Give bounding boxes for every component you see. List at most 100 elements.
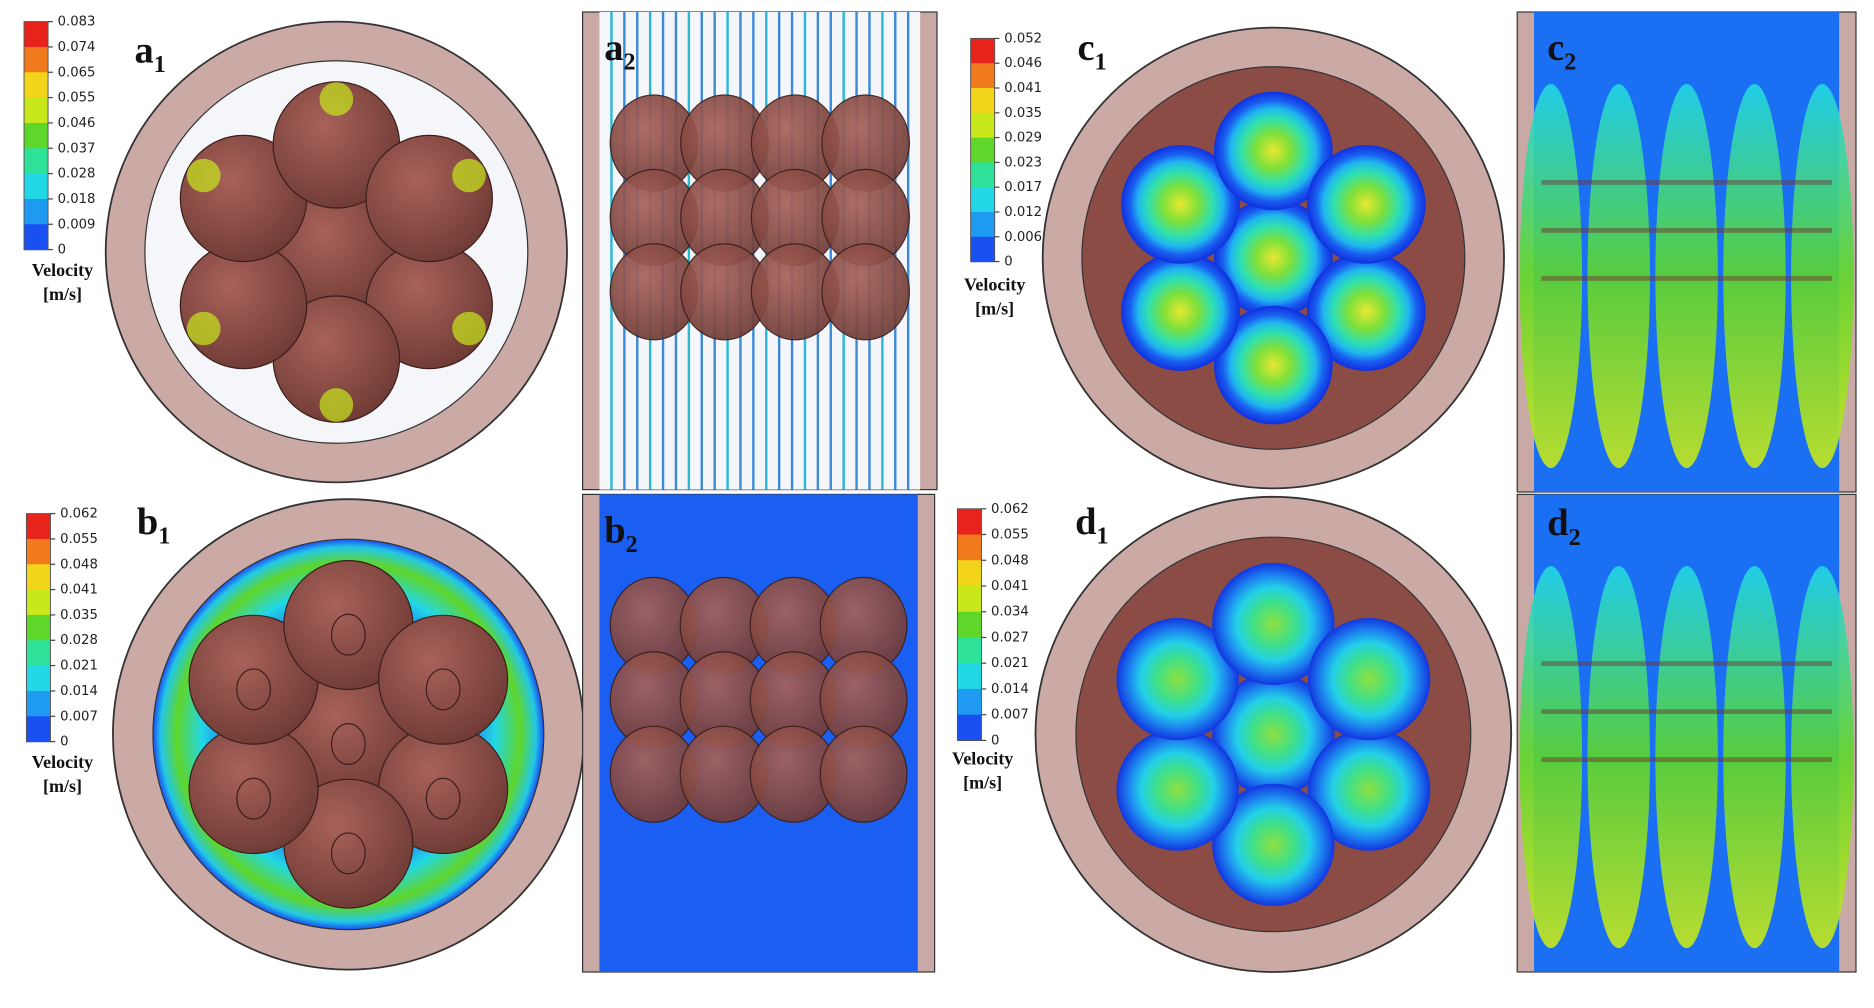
panel-letter: c (1547, 27, 1564, 69)
colorbar-tick-label: 0.035 (1004, 106, 1042, 121)
flow-zone (186, 158, 221, 193)
colorbar-tick-label: 0.034 (991, 605, 1029, 620)
colorbar-title: Velocity (32, 260, 93, 280)
colorbar-band (957, 637, 982, 664)
colorbar-band (26, 665, 51, 692)
colorbar-title: Velocity (32, 752, 93, 772)
colorbar-band (970, 162, 995, 188)
colorbar-band (957, 611, 982, 639)
velocity-cell (1116, 618, 1239, 741)
panel-subscript: 1 (1095, 50, 1107, 76)
velocity-zone (1723, 566, 1786, 949)
panel-letter: d (1075, 501, 1096, 543)
velocity-zone (1587, 566, 1650, 949)
panel-subscript: 1 (1097, 524, 1109, 550)
colorbar-tick-label: 0 (60, 735, 68, 750)
colorbar-tick-label: 0.046 (58, 116, 96, 131)
velocity-cell (1212, 562, 1335, 686)
colorbar-title: Velocity (952, 748, 1013, 768)
panel-subscript: 2 (626, 532, 638, 558)
colorbar-tick-label: 0.055 (60, 532, 98, 547)
particle-contact (330, 832, 366, 875)
particle-contact (236, 777, 272, 820)
colorbar-tick-label: 0.021 (991, 656, 1029, 671)
particle-contact (236, 668, 272, 711)
panel-letter: c (1078, 27, 1095, 69)
colorbar-unit: [m/s] (963, 772, 1002, 792)
velocity-zone (1519, 566, 1583, 949)
colorbar-tick-label: 0.037 (58, 141, 96, 156)
colorbar-tick-label: 0.012 (1004, 205, 1042, 220)
panel-label: b1 (137, 501, 170, 550)
particle-contact (425, 668, 461, 711)
colorbar-band (26, 614, 51, 641)
colorbar-band (24, 21, 49, 48)
panel-letter: b (604, 509, 625, 551)
panel-subscript: 1 (154, 52, 166, 78)
colorbar-tick-label: 0.055 (991, 528, 1029, 543)
panel-label: c1 (1078, 27, 1107, 76)
colorbar-tick-label: 0.028 (58, 167, 96, 182)
colorbar-tick-label: 0.041 (1004, 81, 1042, 96)
flow-zone (319, 388, 354, 422)
particle-contact (425, 777, 461, 820)
particle-gap (1541, 180, 1832, 185)
particle (819, 725, 908, 823)
velocity-cell (1214, 91, 1333, 211)
velocity-cell (1306, 252, 1426, 371)
flow-zone (186, 311, 221, 346)
velocity-cell (1121, 252, 1240, 371)
colorbar-band (24, 46, 49, 73)
colorbar-band (26, 690, 51, 717)
flow-zone (452, 311, 486, 346)
colorbar-tick-label: 0 (58, 243, 66, 258)
colorbar-tick-label: 0.055 (58, 91, 96, 106)
colorbar-tick-label: 0.074 (58, 40, 96, 55)
panel-label: b2 (604, 509, 637, 558)
colorbar-band (24, 148, 49, 175)
colorbar-band (970, 88, 995, 114)
velocity-cell (1306, 145, 1426, 264)
velocity-cell (1307, 728, 1431, 851)
colorbar-band (970, 38, 995, 64)
colorbar-band (24, 198, 49, 225)
panel-letter: b (137, 501, 158, 543)
colorbar-frame (956, 508, 982, 741)
velocity-cell (1214, 198, 1333, 318)
colorbar-tick-label: 0.062 (991, 502, 1029, 517)
velocity-cell (1212, 673, 1335, 796)
colorbar-band (957, 714, 982, 741)
colorbar-band (957, 560, 982, 587)
panel-label: d2 (1547, 502, 1580, 551)
colorbar-tick-label: 0.021 (60, 659, 98, 674)
colorbar-band (957, 586, 982, 613)
particle-gap (1541, 757, 1832, 762)
particle (365, 134, 493, 263)
velocity-cell (1121, 145, 1240, 264)
colorbar-tick-label: 0 (991, 733, 999, 748)
colorbar-tick-label: 0.052 (1004, 31, 1042, 46)
colorbar-tick-label: 0.023 (1004, 155, 1042, 170)
colorbar-tick-label: 0.065 (58, 65, 96, 80)
colorbar-band (957, 534, 982, 561)
panel-letter: a (604, 27, 623, 69)
colorbar-tick-label: 0.009 (58, 217, 96, 232)
colorbar-band (24, 224, 49, 251)
colorbar-tick-label: 0.006 (1004, 230, 1042, 245)
colorbar-band (957, 688, 982, 716)
colorbar-band (970, 212, 995, 238)
flow-zone (319, 82, 354, 116)
panel-subscript: 2 (1569, 525, 1581, 551)
colorbar-unit: [m/s] (43, 284, 82, 304)
colorbar-band (24, 122, 49, 149)
particle (378, 614, 509, 745)
flow-zone (452, 158, 486, 193)
velocity-cell (1116, 728, 1239, 851)
colorbar-band (26, 513, 51, 540)
colorbar-frame (23, 21, 49, 251)
particle-gap (1541, 276, 1832, 281)
colorbar-tick-label: 0.062 (60, 507, 98, 522)
particle (821, 243, 911, 341)
colorbar-tick-label: 0 (1004, 255, 1012, 270)
